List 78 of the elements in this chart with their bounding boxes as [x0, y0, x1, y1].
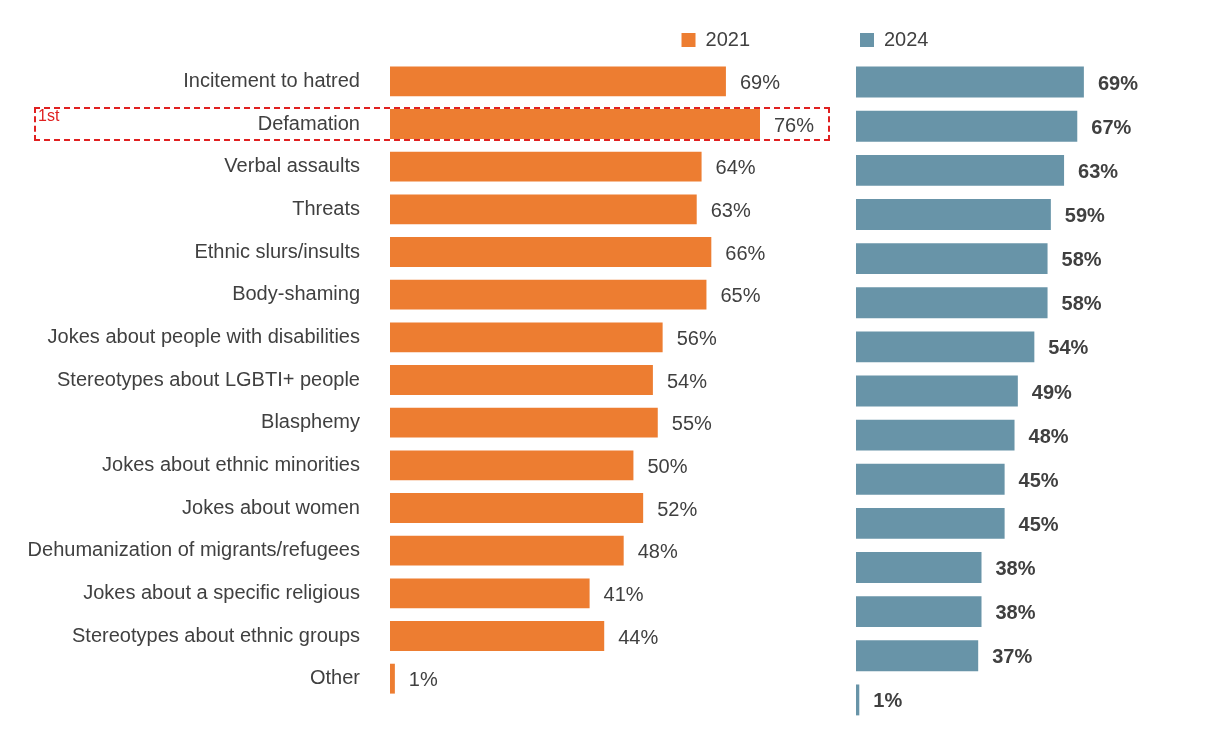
data-label: 44%: [618, 625, 659, 648]
y-tick-label: Jokes about a specific religious: [83, 580, 360, 603]
bar: [390, 109, 760, 139]
legend-label: 2024: [884, 27, 929, 50]
bar: [390, 194, 697, 225]
y-tick-label: Threats: [292, 196, 360, 219]
data-label: 63%: [710, 198, 751, 221]
data-label: 45%: [1018, 468, 1059, 491]
data-label: 50%: [647, 454, 688, 477]
data-label: 48%: [637, 540, 678, 563]
data-label: 45%: [1018, 512, 1059, 535]
bar: [390, 322, 663, 353]
bar: [856, 287, 1048, 319]
y-tick-label: Verbal assaults: [224, 154, 360, 177]
bar: [390, 365, 653, 395]
y-tick-label: Ethnic slurs/insults: [194, 239, 360, 262]
bar: [390, 621, 605, 651]
bar: [856, 419, 1015, 451]
bar: [856, 243, 1048, 275]
y-tick-label: Defamation: [257, 111, 360, 134]
bar: [856, 199, 1051, 230]
y-tick-label: Body-shaming: [232, 282, 360, 305]
text: 1st: [38, 106, 60, 124]
data-label: 1%: [408, 668, 438, 691]
bar: [390, 151, 702, 182]
bar: [390, 578, 590, 609]
bar: [390, 493, 644, 523]
bar: [856, 463, 1005, 495]
y-tick-label: Stereotypes about LGBTI+ people: [57, 367, 360, 390]
data-label: 58%: [1061, 248, 1102, 271]
data-label: 65%: [720, 284, 761, 307]
bar: [856, 66, 1084, 98]
data-label: 41%: [603, 582, 644, 605]
bar: [390, 279, 707, 310]
y-tick-label: Jokes about women: [182, 495, 360, 518]
bar: [390, 663, 395, 694]
bar: [856, 552, 982, 583]
data-label: 66%: [725, 241, 766, 264]
y-tick-label: Jokes about ethnic minorities: [102, 452, 360, 475]
data-label: 49%: [1031, 380, 1073, 403]
bar: [856, 640, 979, 672]
bar: [856, 331, 1035, 363]
bar: [856, 507, 1005, 539]
data-label: 56%: [676, 326, 717, 349]
data-label: 38%: [995, 557, 1036, 580]
data-label: 55%: [671, 412, 713, 435]
data-label: 63%: [1078, 159, 1119, 182]
bar: [390, 450, 634, 481]
bar: [390, 237, 712, 267]
data-label: 59%: [1064, 203, 1106, 226]
data-label: 69%: [739, 70, 781, 93]
data-label: 69%: [1097, 71, 1139, 94]
data-label: 38%: [995, 601, 1036, 624]
bar: [856, 375, 1018, 407]
data-label: 52%: [657, 497, 698, 520]
y-tick-label: Blasphemy: [261, 410, 360, 433]
data-label: 54%: [666, 369, 708, 392]
y-tick-label: Other: [309, 666, 361, 689]
bar: [856, 684, 860, 716]
data-label: 37%: [992, 645, 1033, 668]
legend-label: 2021: [705, 27, 751, 50]
y-tick-label: Incitement to hatred: [183, 68, 360, 91]
data-label: 58%: [1061, 292, 1102, 315]
y-tick-label: Jokes about people with disabilities: [47, 324, 360, 347]
y-tick-label: Stereotypes about ethnic groups: [72, 623, 360, 646]
bar: [856, 110, 1078, 142]
bar: [390, 535, 624, 566]
data-label: 67%: [1091, 115, 1132, 138]
data-label: 76%: [774, 113, 815, 136]
bar: [856, 596, 982, 628]
data-label: 1%: [873, 689, 903, 712]
bar: [390, 66, 726, 97]
data-label: 48%: [1028, 424, 1069, 447]
y-tick-label: Dehumanization of migrants/refugees: [27, 538, 360, 561]
bar: [390, 407, 658, 438]
data-label: 54%: [1048, 336, 1089, 359]
data-label: 64%: [715, 156, 756, 179]
bar: [856, 154, 1065, 186]
